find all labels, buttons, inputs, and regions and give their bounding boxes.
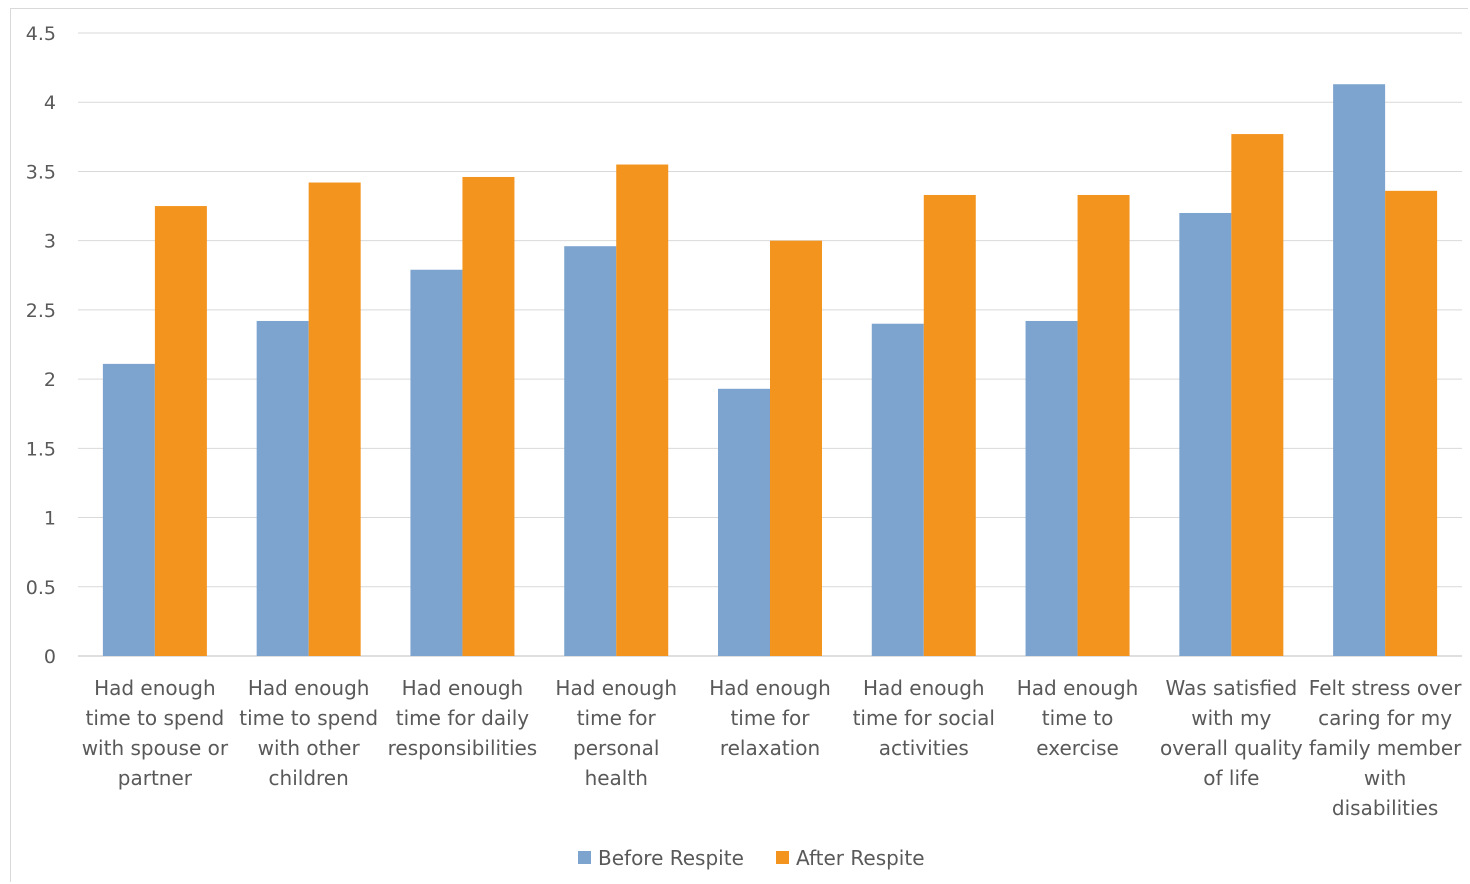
bar-after-respite [616, 164, 669, 656]
y-tick-label: 2.5 [26, 300, 56, 322]
x-category-label: Had enough time to exercise [1017, 676, 1139, 760]
legend-swatch [578, 851, 591, 864]
bar-before-respite [410, 269, 463, 656]
x-category-label-line: Felt stress over [1309, 676, 1462, 700]
x-category-label-line: exercise [1036, 736, 1119, 760]
bar-before-respite [871, 323, 924, 656]
bar-after-respite [770, 240, 822, 656]
y-tick-label: 1.5 [26, 438, 56, 460]
x-category-label: Had enough time for social activities [853, 676, 995, 760]
x-category-label-line: Was satisfied [1166, 676, 1298, 700]
y-tick-label: 4.5 [26, 23, 56, 45]
y-tick-label: 1 [44, 508, 56, 530]
x-category-label-line: Had enough [94, 676, 216, 700]
bar-after-respite [462, 176, 515, 656]
x-category-label-line: with [1364, 766, 1406, 790]
x-category-label-line: Had enough [248, 676, 370, 700]
x-category-label-line: time to spend [85, 706, 224, 730]
legend-label: Before Respite [598, 846, 744, 870]
y-tick-label: 3.5 [26, 161, 56, 183]
x-category-label-line: disabilities [1332, 796, 1438, 820]
y-tick-label: 2 [44, 369, 56, 391]
bars [102, 84, 1438, 657]
x-category-label: Had enough time to spend with other childre… [239, 676, 378, 790]
y-axis: 0 0.5 1 1.5 2 2.5 3 3.5 4 4.5 [26, 23, 56, 668]
x-category-label-line: partner [118, 766, 193, 790]
bar-before-respite [256, 320, 309, 656]
bar-before-respite [564, 246, 617, 656]
x-category-label: Was satisfied with my overall quality of li… [1160, 676, 1303, 790]
x-category-label-line: with my [1191, 706, 1271, 730]
y-tick-label: 3 [44, 231, 56, 253]
x-axis: Had enough time to spend with spouse or par… [82, 676, 1462, 820]
x-category-label-line: caring for my [1318, 706, 1452, 730]
x-category-label-line: health [585, 766, 648, 790]
x-category-label-line: with other [258, 736, 361, 760]
bar-after-respite [154, 206, 207, 657]
bar-before-respite [718, 388, 770, 656]
bar-before-respite [1333, 84, 1386, 657]
bar-after-respite [1385, 190, 1438, 656]
x-category-label: Had enough time for personal health [555, 676, 677, 790]
x-category-label-line: Had enough [402, 676, 524, 700]
bar-after-respite [1077, 194, 1130, 657]
bar-after-respite [923, 194, 976, 657]
x-category-label-line: activities [879, 736, 969, 760]
legend-swatch [776, 851, 789, 864]
x-category-label-line: time to spend [239, 706, 378, 730]
x-category-label-line: children [269, 766, 349, 790]
bar-after-respite [1231, 134, 1284, 656]
x-category-label: Had enough time for daily responsibilities [388, 676, 538, 760]
legend-label: After Respite [796, 846, 925, 870]
chart-frame [10, 8, 1468, 882]
bar-after-respite [308, 182, 361, 656]
x-category-label-line: Had enough [1017, 676, 1139, 700]
x-category-label-line: Had enough [709, 676, 831, 700]
x-category-label-line: Had enough [555, 676, 677, 700]
x-category-label-line: time for [730, 706, 810, 730]
legend: Before Respite After Respite [578, 846, 925, 870]
y-tick-label: 0.5 [26, 577, 56, 599]
x-category-label-line: time for social [853, 706, 995, 730]
x-category-label-line: responsibilities [388, 736, 538, 760]
x-category-label-line: time to [1042, 706, 1114, 730]
x-category-label-line: Had enough [863, 676, 985, 700]
bar-before-respite [102, 363, 155, 656]
x-category-label-line: time for daily [396, 706, 529, 730]
x-category-label-line: with spouse or [82, 736, 229, 760]
bar-before-respite [1025, 320, 1078, 656]
x-category-label-line: of life [1203, 766, 1259, 790]
y-tick-label: 4 [44, 92, 56, 114]
x-category-label: Had enough time to spend with spouse or par… [82, 676, 229, 790]
x-category-label: Felt stress over caring for my family memb… [1309, 676, 1462, 820]
x-category-label: Had enough time for relaxation [709, 676, 831, 760]
x-category-label-line: family member [1309, 736, 1462, 760]
bar-before-respite [1179, 212, 1232, 656]
y-tick-label: 0 [44, 646, 56, 668]
x-category-label-line: relaxation [720, 736, 820, 760]
x-category-label-line: overall quality [1160, 736, 1303, 760]
x-category-label-line: personal [573, 736, 659, 760]
x-category-label-line: time for [577, 706, 657, 730]
